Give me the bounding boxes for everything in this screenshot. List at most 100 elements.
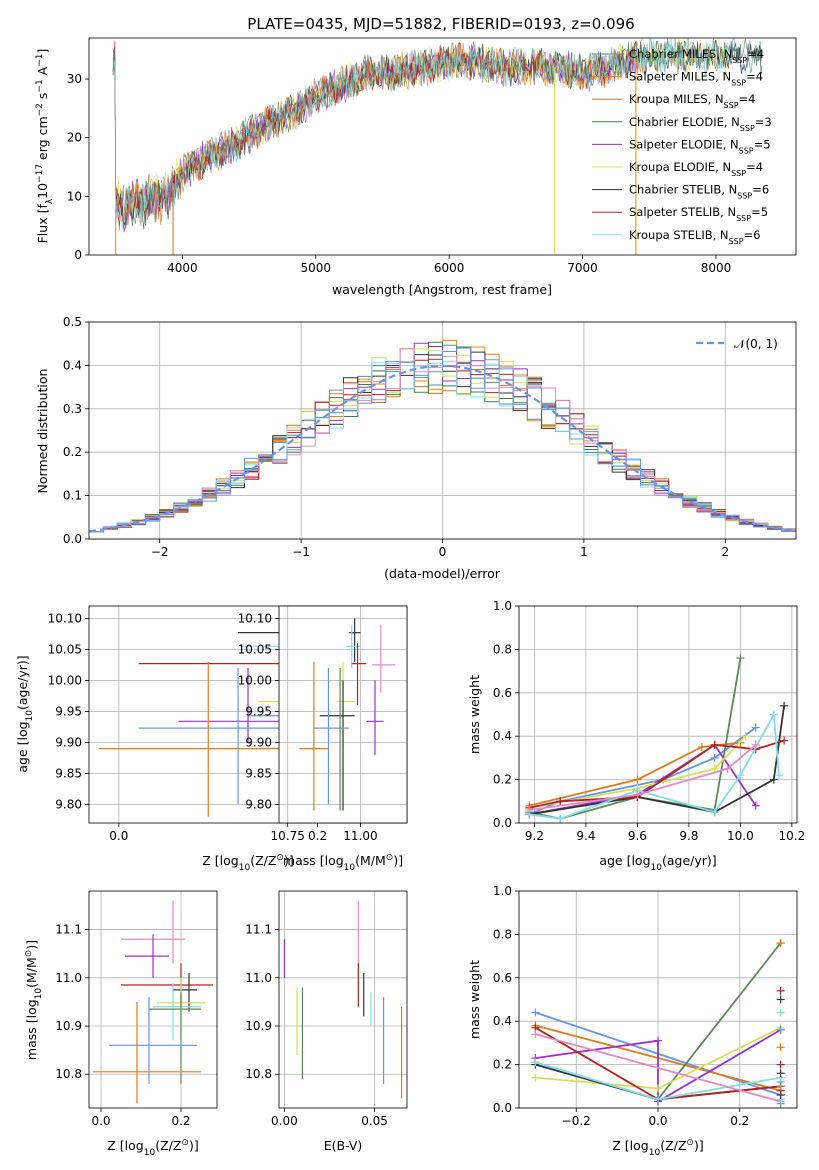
weight-marker (710, 808, 719, 817)
x-tick-label: 0.0 (109, 829, 128, 843)
y-tick-label: 0.4 (493, 1014, 512, 1028)
y-tick-label: 0.0 (493, 816, 512, 830)
errorbar-point (372, 624, 396, 693)
weight-line (535, 1029, 782, 1104)
x-tick-label: 9.6 (628, 829, 647, 843)
x-axis-label: E(B-V) (324, 1138, 363, 1153)
y-tick-label: 0.5 (63, 315, 82, 329)
plot-area (89, 891, 217, 1108)
axes-frame (278, 605, 408, 824)
weight-marker (697, 743, 706, 752)
plot-data (283, 900, 403, 1099)
weight-marker (654, 1095, 662, 1104)
spectrum-legend: Chabrier MILES, NSSP=4 Salpeter MILES, NS… (592, 47, 772, 245)
weight-marker (531, 1030, 540, 1039)
x-axis-label: Z [log10(Z/Z⊙)] (612, 1138, 703, 1158)
axes-frame (518, 605, 798, 824)
y-tick-label: 0.0 (493, 1101, 512, 1115)
errorbar-point (313, 668, 349, 805)
plot-area (279, 891, 407, 1108)
y-tick-label: 11.1 (245, 923, 272, 937)
mass-weight-vs-age-panel: 9.2 9.4 9.6 9.8 10.0 10.2 0.0 0.2 0.4 0.6 0.8 1.0 ag… (467, 599, 805, 873)
plot-data (89, 339, 796, 533)
y-tick-label: 9.95 (55, 704, 82, 718)
weight-marker (633, 790, 642, 799)
y-tick-label: 11.0 (245, 971, 272, 985)
x-tick-label: 11.00 (343, 829, 377, 843)
x-axis-label: Z [log10(Z/Z⊙)] (107, 1138, 198, 1158)
x-tick-label: 1 (580, 545, 588, 559)
y-tick-label: 9.85 (245, 766, 272, 780)
errorbar-point (93, 1001, 201, 1104)
y-tick-label: 0.0 (63, 532, 82, 546)
y-tick-label: 0.6 (493, 971, 512, 985)
weight-marker (769, 775, 778, 784)
weight-marker (776, 1069, 785, 1078)
legend-label: Salpeter MILES, NSSP=4 (629, 70, 763, 88)
weight-marker (654, 1036, 662, 1045)
legend-label: Kroupa STELIB, NSSP=6 (629, 228, 760, 246)
weight-marker (776, 939, 785, 948)
legend-label: Kroupa MILES, NSSP=4 (629, 92, 755, 110)
y-tick-label: 0.1 (63, 489, 82, 503)
weight-marker (736, 771, 745, 780)
plot-data (531, 939, 785, 1108)
y-tick-label: 10.05 (238, 642, 272, 656)
legend-label: Salpeter ELODIE, NSSP=5 (629, 137, 771, 155)
y-tick-label: 1.0 (493, 599, 512, 613)
y-axis-label: mass [log10(M/M⊙)] (24, 940, 44, 1060)
y-axis-label: mass weight (467, 675, 482, 754)
errorbar-point (109, 997, 197, 1084)
axes-frame (88, 321, 797, 540)
y-tick-label: 11.0 (55, 971, 82, 985)
y-tick-label: 0.3 (63, 402, 82, 416)
weight-marker (633, 775, 642, 784)
mass-vs-z-panel: 0.0 0.2 10.8 10.9 11.0 11.1 Z [log10(Z/Z⊙)] mas… (24, 890, 218, 1158)
y-tick-label: 0.4 (63, 358, 82, 372)
y-tick-label: 10.9 (245, 1019, 272, 1033)
weight-marker (776, 995, 785, 1004)
weight-marker (525, 805, 534, 814)
x-tick-label: 0.0 (648, 1114, 667, 1128)
y-tick-label: 10.8 (245, 1067, 272, 1081)
weight-marker (780, 701, 789, 710)
errorbar-point (125, 934, 169, 978)
weight-marker (751, 723, 760, 732)
weight-line (529, 739, 785, 809)
y-tick-label: 9.95 (245, 704, 272, 718)
x-tick-label: 10.2 (778, 829, 805, 843)
axes-frame (518, 890, 798, 1109)
figure-title: PLATE=0435, MJD=51882, FIBERID=0193, z=0… (247, 15, 634, 33)
weight-marker (774, 771, 783, 780)
mass-vs-ebv-panel: 0.00 0.05 10.8 10.9 11.0 11.1 E(B-V) (245, 890, 408, 1153)
x-tick-label: 0.2 (308, 829, 327, 843)
histogram-step (89, 347, 796, 533)
y-tick-label: 20 (67, 131, 82, 145)
weight-marker (556, 797, 565, 806)
y-tick-label: 11.1 (55, 923, 82, 937)
y-tick-label: 10.8 (55, 1067, 82, 1081)
weight-marker (751, 740, 760, 749)
y-tick-label: 10 (67, 189, 82, 203)
y-axis-label: Normed distribution (35, 369, 50, 494)
weight-marker (723, 764, 732, 773)
weight-marker (710, 764, 719, 773)
plot-data (93, 900, 213, 1104)
weight-line (535, 1033, 781, 1103)
x-tick-label: 6000 (434, 261, 465, 275)
spectrum-line (112, 38, 763, 227)
x-tick-label: 9.2 (525, 829, 544, 843)
y-tick-label: 9.90 (245, 735, 272, 749)
x-tick-label: 9.8 (679, 829, 698, 843)
weight-marker (741, 732, 750, 741)
errorbar-point (299, 661, 329, 811)
errorbar-point (366, 680, 384, 755)
y-tick-label: 0.2 (63, 445, 82, 459)
weight-marker (710, 753, 719, 762)
y-tick-label: 10.10 (48, 611, 82, 625)
x-axis-label: (data-model)/error (384, 566, 501, 581)
x-axis-label: mass [log10(M/M⊙)] (283, 853, 403, 873)
y-axis-label: Flux [fλ10−17 erg cm−2 s−1 A−1] (35, 49, 55, 244)
x-tick-label: 2 (721, 545, 729, 559)
spectrum-panel: 4000 5000 6000 7000 8000 0 10 20 30 wavelength [A… (35, 37, 797, 297)
